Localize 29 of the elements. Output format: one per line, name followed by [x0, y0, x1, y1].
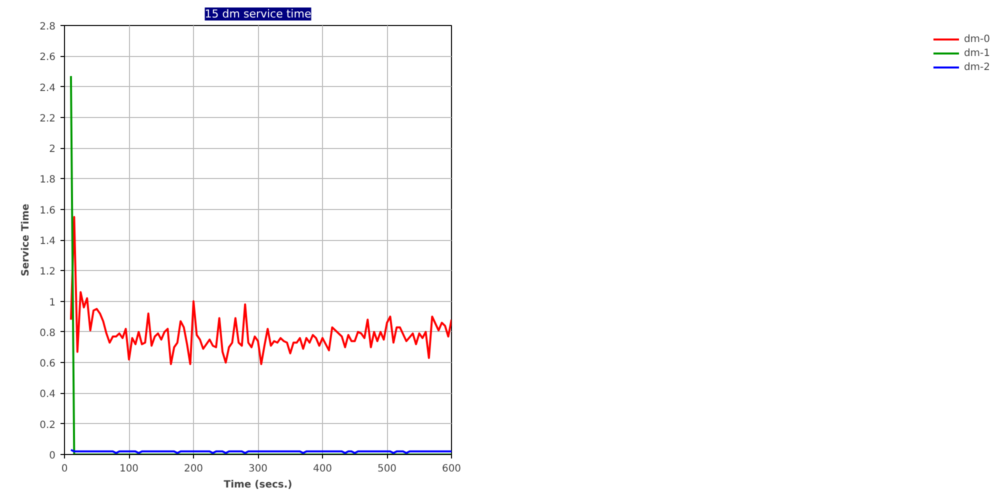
y-tick-label: 1.4 — [40, 236, 56, 247]
y-tick-label: 1 — [49, 297, 56, 308]
x-tick-label: 500 — [377, 464, 397, 474]
x-tick-label: 400 — [312, 464, 332, 474]
x-tick-label: 300 — [248, 464, 268, 474]
x-tick-label: 600 — [442, 464, 462, 474]
y-tick-label: 2.6 — [40, 52, 56, 64]
line-series — [70, 216, 452, 366]
x-tick-label: 200 — [184, 464, 204, 474]
legend-label: dm-1 — [964, 47, 990, 59]
y-tick-label: 0.4 — [40, 389, 56, 400]
y-tick-label: 2 — [49, 144, 56, 156]
x-tick-label: 0 — [61, 464, 68, 474]
y-tick-label: 0 — [49, 450, 56, 462]
y-tick-label: 1.2 — [40, 266, 56, 278]
chart-title: 15 dm service time — [204, 8, 312, 20]
y-tick-label: 1.6 — [40, 205, 56, 216]
y-tick-label: 1.8 — [40, 174, 56, 186]
y-tick-label: 0.8 — [40, 328, 56, 339]
y-axis-title: Service Time — [20, 204, 32, 276]
y-tick-label: 0.2 — [40, 420, 56, 431]
x-axis-title: Time (secs.) — [224, 480, 292, 490]
y-tick-label: 2.8 — [40, 22, 56, 32]
y-tick-label: 0.6 — [40, 358, 56, 370]
y-tick-label: 2.4 — [40, 82, 56, 94]
x-tick-label: 100 — [119, 464, 139, 474]
y-tick-label: 2.2 — [40, 113, 56, 124]
legend-label: dm-0 — [964, 33, 990, 45]
legend-label: dm-2 — [964, 61, 990, 73]
